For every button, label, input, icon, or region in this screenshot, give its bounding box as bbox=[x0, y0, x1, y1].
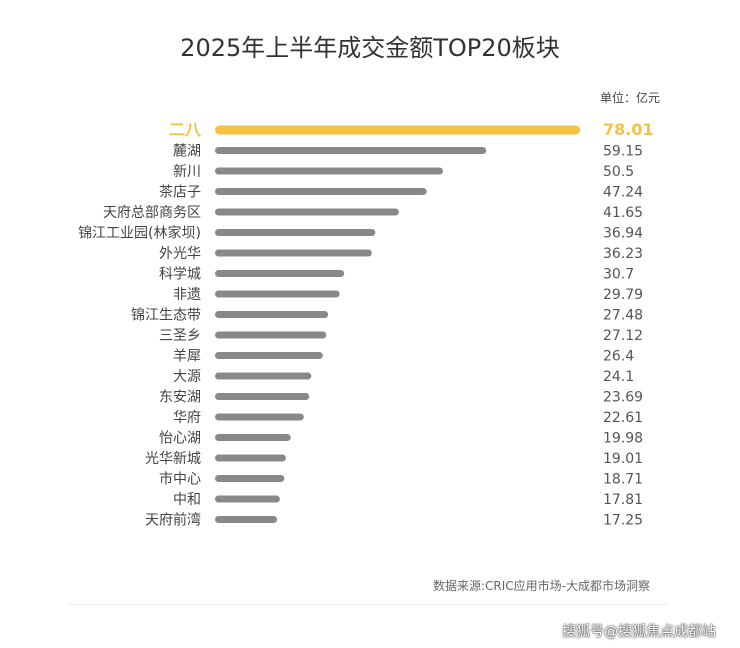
category-label: 锦江生态带 bbox=[131, 307, 201, 324]
bar-9 bbox=[215, 311, 329, 318]
value-label: 18.71 bbox=[603, 472, 643, 488]
value-label: 30.7 bbox=[603, 267, 634, 283]
value-label: 22.61 bbox=[603, 410, 643, 426]
category-label: 华府 bbox=[173, 410, 201, 426]
category-label: 怡心湖 bbox=[159, 431, 201, 447]
category-label: 科学城 bbox=[159, 267, 201, 283]
value-label: 36.23 bbox=[603, 246, 643, 262]
category-label: 锦江工业园(林家坝) bbox=[78, 225, 201, 242]
watermark: 搜狐号@搜狐焦点成都站 bbox=[562, 624, 716, 640]
category-label: 茶店子 bbox=[159, 185, 201, 201]
bar-0 bbox=[215, 125, 581, 135]
bar-2 bbox=[215, 167, 443, 175]
bar-5 bbox=[215, 229, 376, 236]
bar-11 bbox=[215, 352, 323, 359]
category-label: 市中心 bbox=[159, 471, 201, 488]
category-label: 羊犀 bbox=[173, 349, 201, 365]
bar-15 bbox=[215, 434, 291, 441]
category-label: 新川 bbox=[173, 164, 201, 180]
category-label: 大源 bbox=[173, 369, 201, 385]
source-note: 数据来源:CRIC应用市场-大成都市场洞察 bbox=[433, 579, 651, 593]
value-label: 59.15 bbox=[603, 144, 643, 160]
category-label: 麓湖 bbox=[173, 144, 201, 160]
category-label: 二八 bbox=[169, 120, 202, 139]
value-label: 41.65 bbox=[603, 205, 643, 221]
value-label: 50.5 bbox=[603, 164, 634, 180]
category-label: 天府总部商务区 bbox=[103, 205, 201, 221]
category-label: 中和 bbox=[173, 492, 201, 508]
bar-18 bbox=[215, 495, 280, 503]
category-label: 非遗 bbox=[173, 287, 201, 303]
bar-13 bbox=[215, 393, 310, 400]
value-label: 78.01 bbox=[603, 120, 654, 139]
bar-12 bbox=[215, 372, 312, 380]
category-label: 光华新城 bbox=[145, 451, 201, 467]
bar-4 bbox=[215, 208, 399, 216]
bar-7 bbox=[215, 270, 345, 277]
value-label: 27.12 bbox=[603, 328, 643, 344]
unit-label: 单位：亿元 bbox=[600, 91, 661, 105]
bar-14 bbox=[215, 413, 304, 421]
value-label: 29.79 bbox=[603, 287, 643, 303]
bar-1 bbox=[215, 147, 487, 154]
bar-19 bbox=[215, 516, 278, 523]
value-label: 24.1 bbox=[603, 369, 634, 385]
category-label: 天府前湾 bbox=[145, 512, 201, 529]
bar-6 bbox=[215, 249, 372, 257]
value-label: 47.24 bbox=[603, 185, 643, 201]
bar-10 bbox=[215, 331, 327, 339]
value-label: 27.48 bbox=[603, 308, 643, 324]
bar-8 bbox=[215, 290, 340, 298]
value-label: 26.4 bbox=[603, 349, 634, 365]
value-label: 19.98 bbox=[603, 431, 643, 447]
bar-16 bbox=[215, 454, 286, 462]
value-label: 17.25 bbox=[603, 513, 643, 529]
value-label: 23.69 bbox=[603, 390, 643, 406]
value-label: 17.81 bbox=[603, 492, 643, 508]
category-label: 三圣乡 bbox=[159, 328, 201, 344]
value-label: 19.01 bbox=[603, 451, 643, 467]
bar-17 bbox=[215, 475, 285, 482]
category-label: 外光华 bbox=[159, 246, 201, 262]
chart-title: 2025年上半年成交金额TOP20板块 bbox=[180, 34, 560, 62]
value-label: 36.94 bbox=[603, 226, 643, 242]
divider bbox=[68, 604, 668, 605]
category-label: 东安湖 bbox=[159, 390, 201, 406]
bar-3 bbox=[215, 188, 427, 195]
